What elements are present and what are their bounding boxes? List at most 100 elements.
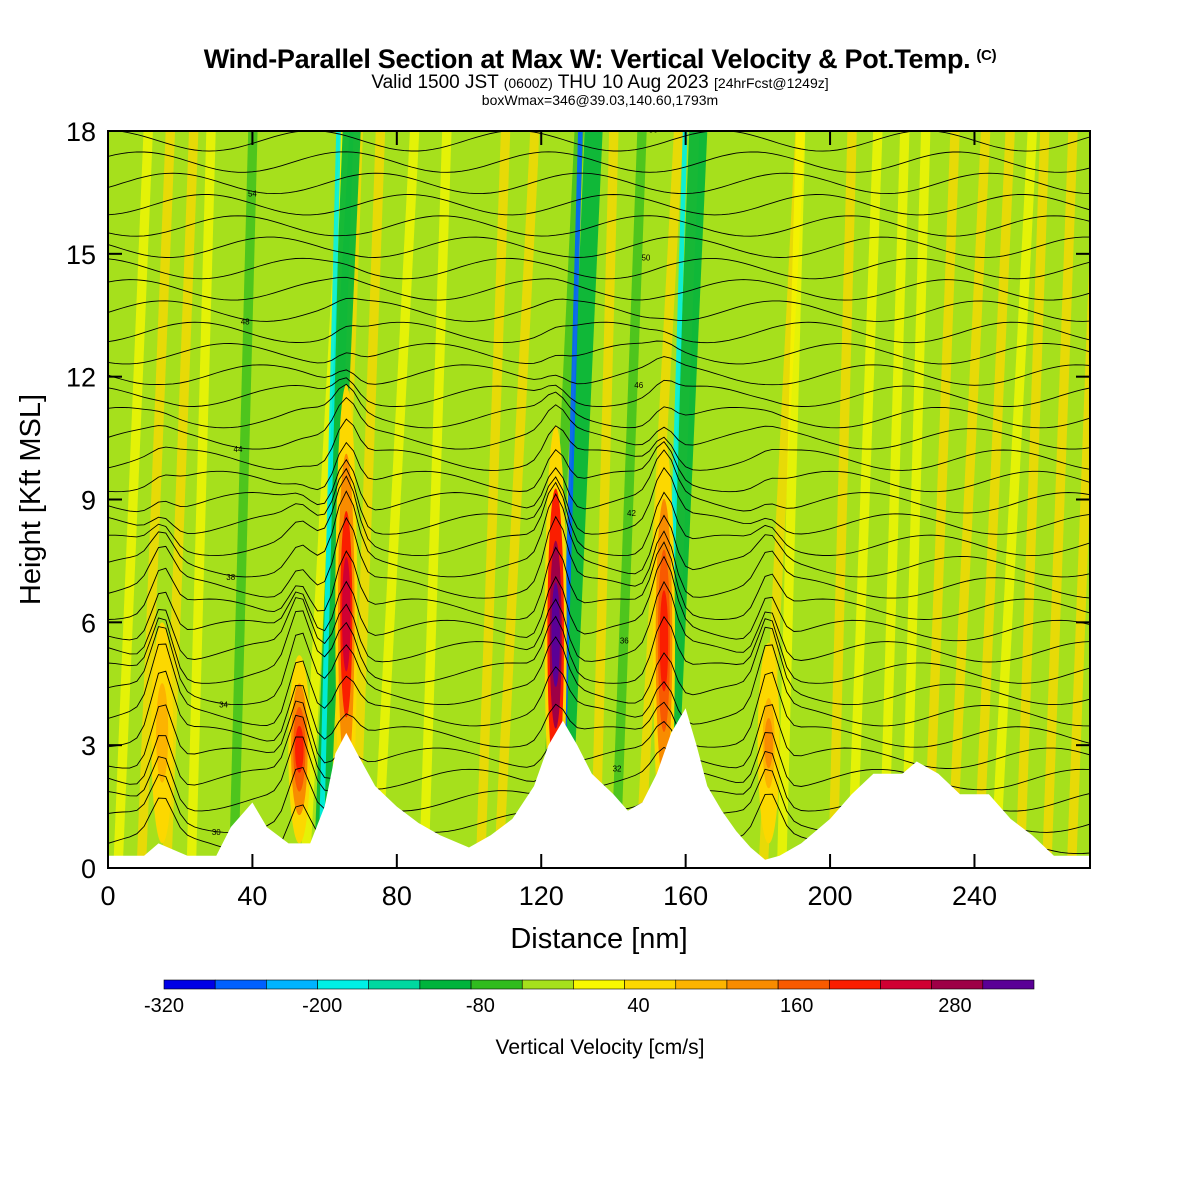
- colorbar-swatch: [880, 979, 932, 990]
- x-tick-label: 0: [100, 881, 115, 911]
- isentrope-label: 36: [620, 637, 629, 646]
- colorbar-label: Vertical Velocity [cm/s]: [495, 1036, 705, 1059]
- subtitle-utc: (0600Z): [503, 75, 553, 91]
- y-axis-label: Height [Kft MSL]: [15, 394, 47, 605]
- isentrope-label: 48: [241, 317, 250, 326]
- isentrope-line: [108, 257, 1090, 280]
- isentrope-label: 30: [212, 828, 221, 837]
- y-tick-label: 0: [81, 854, 96, 884]
- isentrope-line: [108, 449, 1090, 514]
- field-band: [705, 131, 750, 868]
- chart-title-text: Wind-Parallel Section at Max W: Vertical…: [203, 44, 971, 74]
- isentrope-line: [108, 700, 1090, 769]
- colorbar-swatch: [726, 979, 779, 990]
- isentrope-line: [108, 321, 1090, 344]
- isentrope-line: [108, 541, 1090, 620]
- subtitle-forecast: [24hrFcst@1249z]: [714, 75, 829, 91]
- chart-subtitle-box: boxWmax=346@39.03,140.60,1793m: [481, 92, 719, 108]
- colorbar: -320 -200 -80 40 160 280: [144, 979, 1035, 1017]
- field-band: [879, 131, 910, 868]
- isentrope-label: 44: [234, 445, 243, 454]
- field-band: [1042, 131, 1078, 868]
- updraft-core: [157, 705, 167, 761]
- x-tick-label: 80: [382, 881, 412, 911]
- colorbar-tick-label: 280: [938, 995, 971, 1017]
- field-band: [684, 131, 732, 868]
- colorbar-swatch: [828, 979, 881, 990]
- isentrope-line: [108, 377, 1090, 408]
- isentrope-line: [108, 131, 1090, 152]
- field-band: [186, 131, 216, 868]
- field-band: [210, 131, 242, 868]
- isentrope-line: [108, 515, 1090, 599]
- colorbar-swatch: [163, 979, 216, 990]
- field-band: [442, 131, 479, 868]
- colorbar-swatch: [675, 979, 728, 990]
- updraft-core: [295, 725, 304, 773]
- isentrope-line: [108, 194, 1090, 216]
- updraft-core: [342, 556, 351, 672]
- y-tick-label: 6: [81, 608, 96, 638]
- isentrope-label: 32: [613, 764, 622, 773]
- colorbar-tick-label: -80: [466, 995, 495, 1017]
- isentrope-line: [108, 236, 1090, 258]
- x-tick-label: 160: [663, 881, 708, 911]
- colorbar-tick-label: -320: [144, 995, 184, 1017]
- updraft-core: [659, 590, 669, 692]
- isentrope-line: [108, 297, 1090, 322]
- isentrope-label: 34: [219, 700, 228, 709]
- colorbar-swatch: [624, 979, 677, 990]
- field-band: [372, 131, 420, 868]
- isentrope-line: [108, 555, 1090, 642]
- isentrope-line: [108, 172, 1090, 195]
- field-band: [350, 131, 386, 868]
- colorbar-swatch: [470, 979, 523, 990]
- subtitle-date: THU 10 Aug 2023: [557, 72, 709, 93]
- x-tick-label: 200: [808, 881, 853, 911]
- colorbar-swatch: [419, 979, 472, 990]
- isentrope-label: 56: [649, 126, 658, 135]
- x-tick-label: 240: [952, 881, 997, 911]
- y-tick-label: 18: [66, 117, 96, 147]
- isentrope-line: [108, 215, 1090, 237]
- field-band: [279, 131, 319, 868]
- field-band: [419, 131, 452, 868]
- isentrope-line: [108, 396, 1090, 450]
- field-band: [113, 131, 153, 868]
- field-band: [1092, 131, 1130, 868]
- plot-area: 30 32 34 36 38 42 44 46 48 50 54 56: [108, 126, 1130, 868]
- colorbar-tick-label: 40: [627, 995, 649, 1017]
- isentrope-line: [108, 356, 1090, 386]
- colorbar-swatch: [573, 979, 625, 990]
- chart-title: Wind-Parallel Section at Max W: Vertical…: [0, 44, 1200, 75]
- isentrope-line: [108, 626, 1090, 706]
- field-band: [923, 131, 960, 868]
- isentrope-line: [108, 383, 1090, 429]
- chart-title-mark: (C): [976, 47, 997, 64]
- y-tick-label: 9: [81, 486, 96, 516]
- isentrope-line: [108, 151, 1090, 173]
- isentrope-line: [108, 670, 1090, 748]
- colorbar-swatch: [214, 979, 267, 990]
- colorbar-swatch: [777, 979, 830, 990]
- isentrope-line: [108, 643, 1090, 727]
- isentrope-line: [108, 340, 1090, 365]
- x-tick-label: 120: [519, 881, 564, 911]
- field-band: [229, 131, 258, 868]
- updraft-core: [764, 718, 773, 769]
- field-band: [727, 131, 759, 868]
- field-band: [400, 131, 437, 868]
- terrain: [108, 708, 1090, 868]
- updraft-core: [551, 582, 560, 687]
- field-band: [828, 131, 857, 868]
- y-tick-label: 12: [66, 363, 96, 393]
- y-tick-label: 15: [66, 240, 96, 270]
- isentrope-line: [108, 475, 1090, 557]
- colorbar-swatch: [266, 979, 318, 990]
- field-band: [494, 131, 540, 868]
- subtitle-valid: Valid 1500 JST: [371, 72, 499, 93]
- field-band: [515, 131, 549, 868]
- x-tick-label: 40: [237, 881, 267, 911]
- isentrope-line: [108, 441, 1090, 493]
